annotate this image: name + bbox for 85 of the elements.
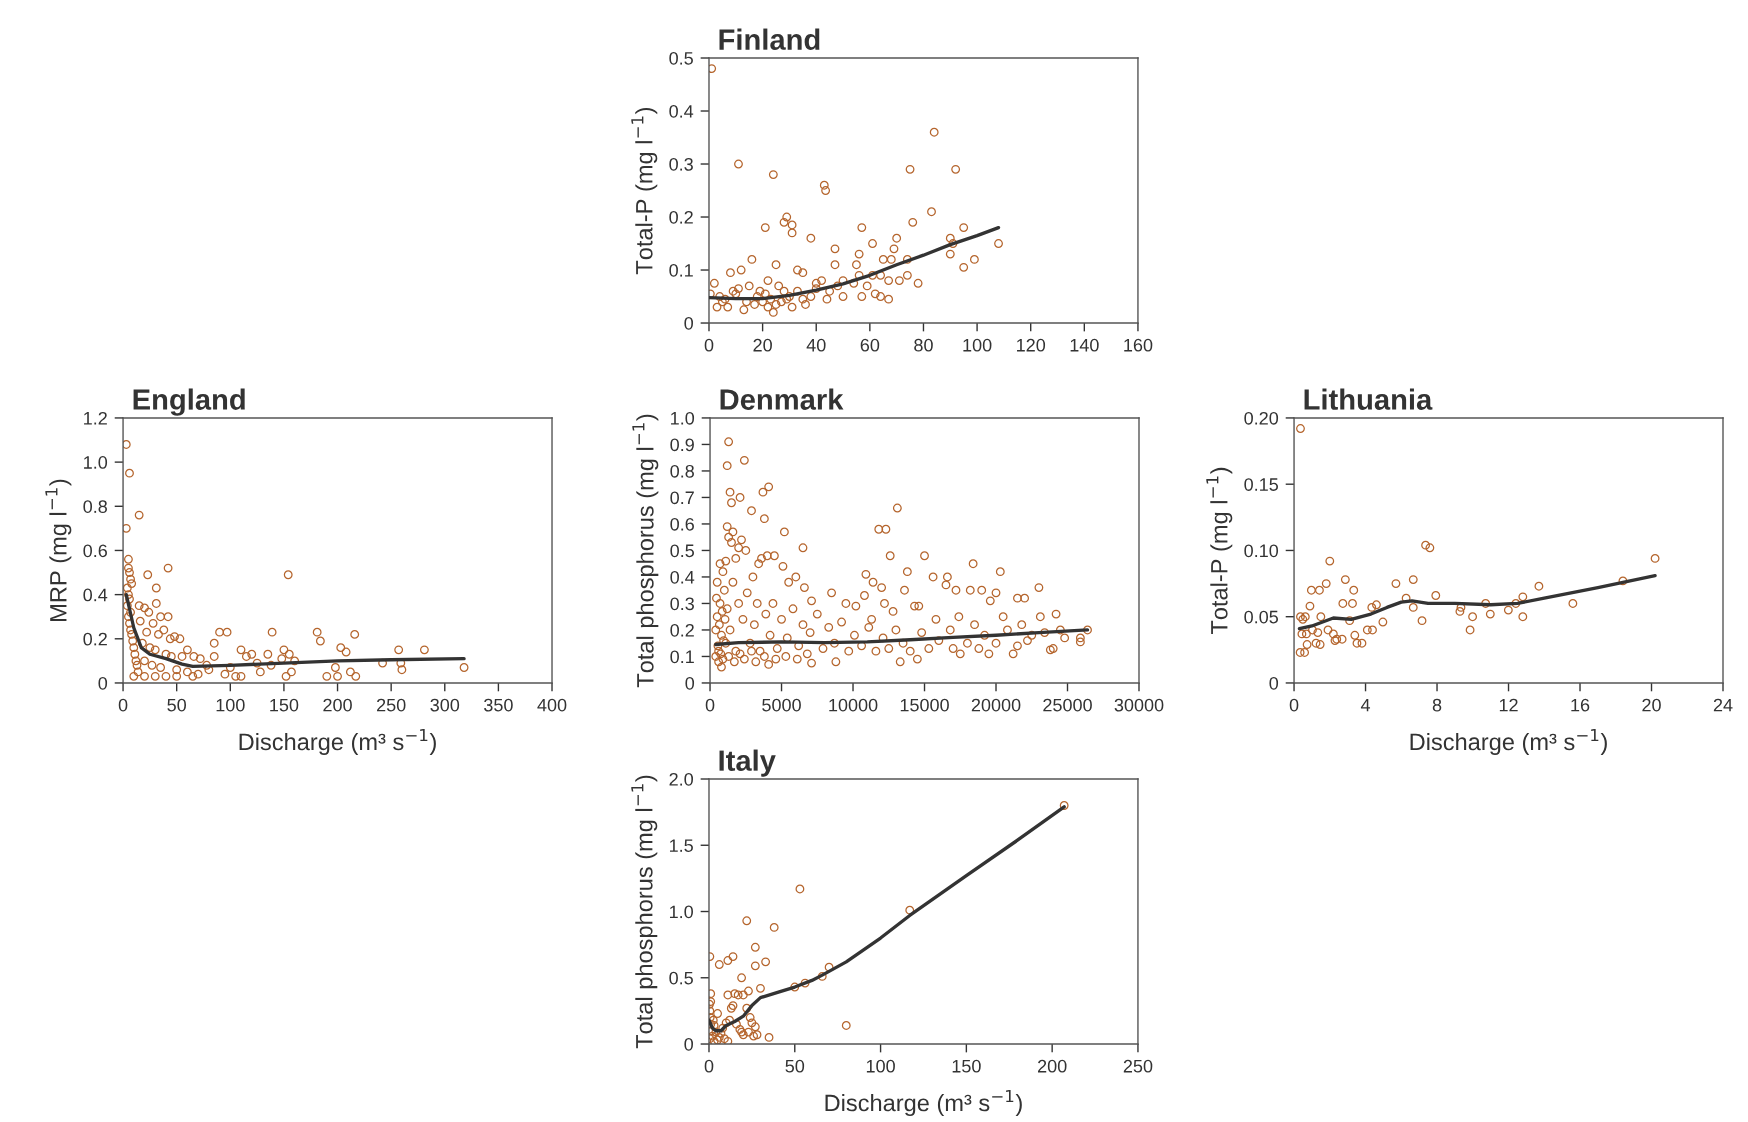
chart-title: Denmark (720, 388, 844, 410)
x-tick-label: 350 (484, 698, 513, 712)
y-tick-label: 0.5 (670, 544, 695, 558)
y-tick-label: 0.05 (1244, 610, 1279, 624)
x-tick-label: 250 (1123, 1059, 1153, 1073)
x-tick-label: 50 (167, 698, 187, 712)
y-tick-label: 0.15 (1244, 478, 1279, 491)
x-tick-label: 10000 (829, 698, 878, 712)
y-tick-label: 0.1 (670, 650, 694, 664)
x-tick-label: 300 (430, 698, 460, 712)
x-tick-label: 0 (704, 1059, 714, 1073)
x-tick-label: 200 (323, 698, 352, 712)
x-tick-label: 4 (1360, 698, 1371, 712)
x-tick-label: 120 (1017, 338, 1046, 352)
x-tick-label: 5000 (762, 698, 801, 712)
y-tick-label: 0.20 (1244, 411, 1279, 425)
x-tick-label: 400 (537, 698, 567, 712)
x-tick-label: 0 (704, 338, 714, 352)
x-tick-label: 60 (860, 338, 880, 352)
x-tick-label: 80 (914, 338, 933, 352)
y-tick-label: 0.3 (669, 157, 693, 171)
y-tick-label: 0.5 (669, 971, 693, 985)
chart-title: Finland (719, 28, 820, 50)
y-tick-label: 1.2 (84, 411, 107, 425)
chart-title: Italy (719, 749, 776, 777)
y-tick-label: 0.8 (83, 500, 107, 513)
y-tick-label: 0 (1269, 676, 1279, 690)
y-tick-label: 1.0 (671, 411, 695, 425)
x-tick-label: 100 (963, 338, 992, 352)
chart-title: Lithuania (1304, 388, 1433, 410)
y-tick-label: 0.4 (83, 588, 108, 602)
y-tick-label: 2.0 (669, 772, 694, 786)
x-tick-label: 0 (1289, 698, 1299, 712)
x-tick-label: 20 (753, 338, 772, 352)
y-tick-label: 0.10 (1244, 544, 1279, 558)
x-tick-label: 20000 (971, 698, 1021, 712)
x-tick-label: 250 (377, 698, 406, 712)
y-tick-label: 0.6 (83, 544, 107, 558)
x-tick-label: 25000 (1043, 698, 1092, 712)
y-tick-label: 0.8 (670, 464, 694, 478)
y-tick-label: 0.9 (670, 438, 694, 452)
x-tick-label: 20 (1642, 698, 1661, 712)
y-tick-label: 0 (98, 676, 108, 690)
x-tick-label: 140 (1070, 338, 1099, 352)
y-tick-label: 0.1 (669, 263, 693, 277)
x-axis-title: Discharge (m³ s$^{−1}$) (1410, 728, 1607, 755)
y-tick-label: 0.4 (670, 570, 695, 584)
y-tick-label: 0.3 (670, 597, 694, 611)
x-tick-label: 0 (705, 698, 715, 712)
y-tick-label: 0.5 (669, 51, 693, 65)
y-axis-title: Total-P (mg l$^{−1}$) (631, 107, 658, 275)
y-tick-label: 0 (684, 316, 694, 330)
y-axis-title: Total phosphorus (mg l$^{−1}$) (631, 775, 658, 1049)
x-tick-label: 40 (806, 338, 826, 352)
y-axis-title: MRP (mg l$^{−1}$) (45, 479, 72, 621)
x-tick-label: 50 (785, 1059, 805, 1073)
x-tick-label: 15000 (900, 698, 949, 712)
y-axis-title: Total-P (mg l$^{−1}$) (1206, 467, 1233, 635)
x-tick-label: 8 (1432, 698, 1442, 712)
x-tick-label: 100 (866, 1059, 895, 1073)
x-tick-label: 12 (1499, 698, 1518, 712)
x-tick-label: 24 (1713, 698, 1733, 712)
y-tick-label: 0.6 (670, 517, 694, 531)
y-tick-label: 0.7 (670, 491, 694, 505)
y-tick-label: 1.0 (84, 456, 108, 469)
x-tick-label: 100 (216, 698, 245, 712)
y-tick-label: 0 (684, 1037, 694, 1051)
x-tick-label: 150 (270, 698, 299, 712)
x-tick-label: 150 (952, 1059, 981, 1073)
chart-title: England (133, 388, 245, 416)
y-tick-label: 0 (685, 676, 695, 690)
y-tick-label: 1.5 (669, 839, 693, 852)
x-tick-label: 16 (1571, 698, 1590, 712)
y-tick-label: 0.2 (669, 210, 693, 224)
y-tick-label: 0.2 (670, 623, 694, 637)
x-tick-label: 30000 (1114, 698, 1164, 712)
y-tick-label: 0.2 (83, 632, 107, 646)
y-tick-label: 1.0 (669, 905, 694, 919)
x-axis-title: Discharge (m³ s$^{−1}$) (825, 1090, 1022, 1117)
x-tick-label: 0 (118, 698, 128, 712)
y-tick-label: 0.4 (669, 104, 694, 118)
y-axis-title: Total phosphorus (mg l$^{−1}$) (632, 414, 659, 688)
x-tick-label: 200 (1038, 1059, 1067, 1073)
x-axis-title: Discharge (m³ s$^{−1}$) (239, 728, 436, 755)
x-tick-label: 160 (1124, 338, 1153, 352)
